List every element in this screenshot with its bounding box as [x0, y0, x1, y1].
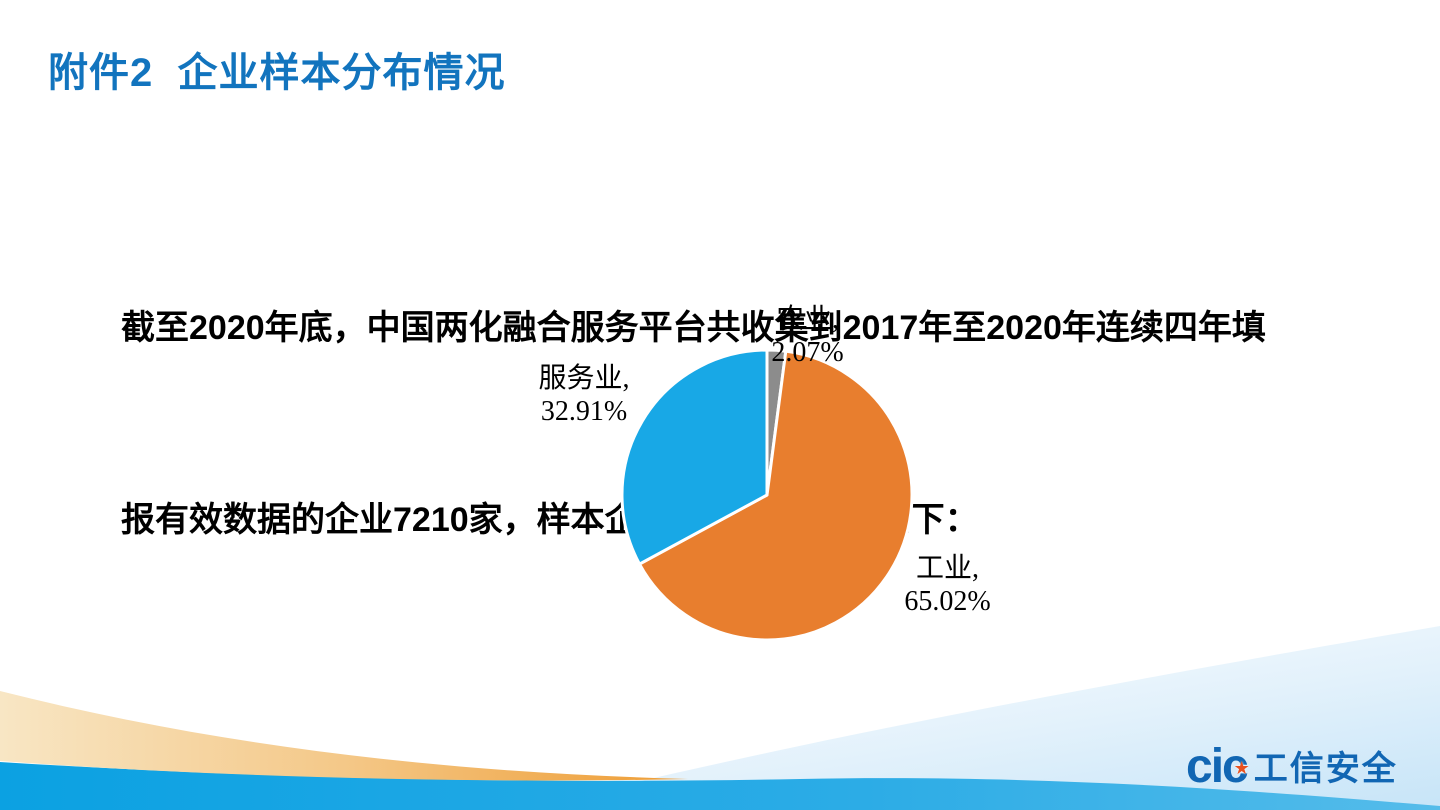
band-blue	[0, 762, 1440, 810]
pie-slice-工业	[638, 349, 914, 642]
logo-wordmark-text: cic	[1186, 740, 1249, 793]
pie-slice-服务业	[620, 348, 769, 566]
pie-label-fuwuye-name: 服务业,	[538, 363, 630, 394]
page-title: 附件2 企业样本分布情况	[48, 51, 506, 95]
logo-name: 工信安全	[1253, 750, 1398, 788]
pie-label-fuwuye-value: 32.91%	[540, 396, 628, 427]
logo: cic ★ 工信安全	[1186, 743, 1398, 791]
pie-label-fuwuye: 服务业, 32.91%	[518, 362, 650, 428]
pie-label-nongye: 农业, 2.07%	[750, 303, 865, 369]
band-orange	[0, 691, 688, 781]
pie-label-nongye-name: 农业,	[775, 304, 839, 335]
pie-label-nongye-value: 2.07%	[771, 337, 844, 368]
swoosh-light-blue	[520, 626, 1440, 810]
pie-label-gongye-name: 工业,	[915, 553, 979, 584]
logo-wordmark: cic ★	[1186, 743, 1250, 791]
body-line-1: 截至2020年底，中国两化融合服务平台共收集到2017年至2020年连续四年填	[121, 309, 1266, 347]
pie-label-gongye-value: 65.02%	[904, 586, 991, 617]
pie-label-gongye: 工业, 65.02%	[880, 552, 1015, 618]
star-icon: ★	[1233, 758, 1250, 778]
